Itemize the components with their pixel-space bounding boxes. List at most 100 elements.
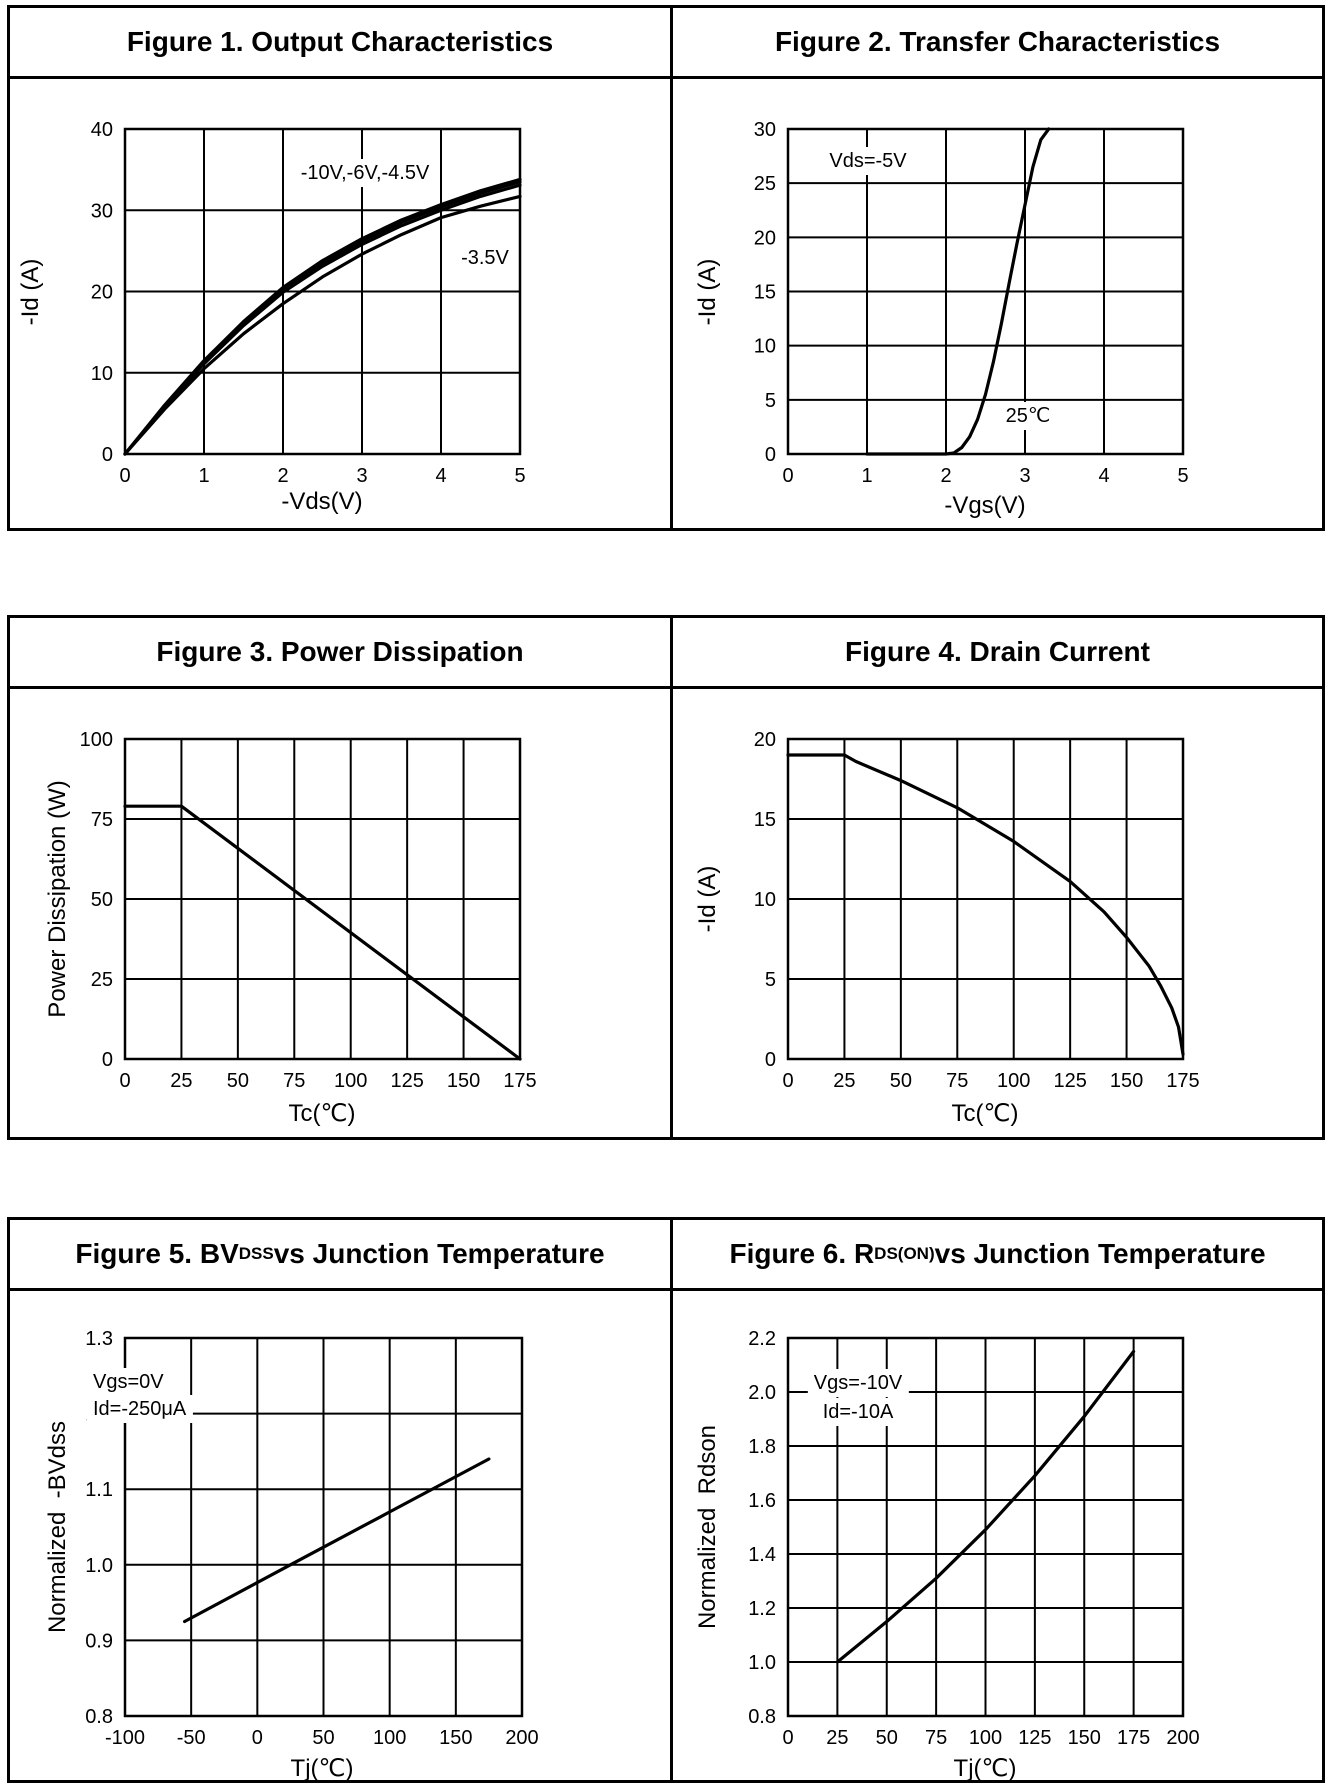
y-tick-label: 1.2 [748, 1598, 776, 1620]
annotation-label: Vgs=0V [93, 1371, 164, 1393]
y-tick-label: 10 [91, 363, 113, 385]
y-tick-label: 20 [91, 282, 113, 304]
y-tick-label: 0 [102, 444, 113, 466]
annotation-backdrop [455, 244, 516, 272]
series-line-45V [123, 183, 522, 456]
y-tick-label: 1.0 [85, 1555, 113, 1577]
y-axis-label: Normalized Rdson [694, 1425, 721, 1629]
y-axis-label: -Id (A) [17, 259, 44, 326]
series-line-0 [835, 1349, 1136, 1664]
x-tick-label: 0 [782, 1070, 793, 1092]
y-tick-label: 30 [754, 119, 776, 141]
y-tick-label: 75 [91, 809, 113, 831]
x-tick-label: 50 [227, 1070, 249, 1092]
x-tick-label: 150 [1110, 1070, 1143, 1092]
y-tick-label: 0 [765, 1049, 776, 1071]
figure-1-title: Figure 1. Output Characteristics [10, 8, 670, 79]
x-tick-label: 175 [1166, 1070, 1199, 1092]
annotation-label: -10V,-6V,-4.5V [301, 162, 430, 184]
y-tick-label: 15 [754, 809, 776, 831]
y-tick-label: 1.4 [748, 1544, 776, 1566]
figure-3-panel: Figure 3. Power Dissipation 0 25 50 75 100 12… [10, 618, 673, 1137]
x-axis-label: Tj(℃) [954, 1755, 1017, 1782]
y-tick-label: 10 [754, 889, 776, 911]
figure-3-title: Figure 3. Power Dissipation [10, 618, 670, 689]
y-tick-label: 25 [91, 969, 113, 991]
x-tick-label: 0 [782, 1727, 793, 1749]
x-axis-label: Tc(℃) [952, 1100, 1019, 1127]
figure-6-title: Figure 6. R DS(ON) vs Junction Temperatur… [673, 1220, 1322, 1291]
annotation-label: Vds=-5V [829, 150, 907, 172]
x-tick-label: 1 [861, 465, 872, 487]
figure-6-panel: Figure 6. R DS(ON) vs Junction Temperatur… [673, 1220, 1322, 1782]
x-tick-label: 125 [1018, 1727, 1051, 1749]
x-tick-label: 125 [1053, 1070, 1086, 1092]
y-tick-label: 1.8 [748, 1436, 776, 1458]
y-tick-label: 1.0 [748, 1652, 776, 1674]
x-tick-label: 100 [997, 1070, 1030, 1092]
figure-4-panel: Figure 4. Drain Current 0 25 50 75 100 125 150… [673, 618, 1322, 1137]
x-tick-label: 2 [277, 465, 288, 487]
series-line-0 [786, 753, 1185, 1056]
y-tick-label: 40 [91, 119, 113, 141]
x-tick-label: 150 [1068, 1727, 1101, 1749]
annotation-label: 25℃ [1006, 405, 1051, 427]
x-tick-label: 3 [356, 465, 367, 487]
x-tick-label: 150 [439, 1727, 472, 1749]
series-line-0 [123, 804, 522, 1061]
y-tick-label: 1.6 [748, 1490, 776, 1512]
x-tick-label: 50 [876, 1727, 898, 1749]
x-tick-label: 1 [198, 465, 209, 487]
series-line-0 [183, 1457, 491, 1624]
y-tick-label: 5 [765, 969, 776, 991]
figure-5-panel: Figure 5. BV DSS vs Junction Temperature … [10, 1220, 673, 1782]
x-tick-label: 100 [334, 1070, 367, 1092]
y-tick-label: 50 [91, 889, 113, 911]
x-tick-label: 200 [505, 1727, 538, 1749]
x-tick-label: 50 [890, 1070, 912, 1092]
y-tick-label: 0.8 [85, 1706, 113, 1728]
x-tick-label: -100 [105, 1727, 145, 1749]
figure-2-chart: 0 1 2 3 4 5 0 5 10 15 20 25 30 -Vgs(V) -Id (A) Vds=-5V 2… [694, 119, 1189, 519]
x-tick-label: 75 [946, 1070, 968, 1092]
y-tick-label: 20 [754, 729, 776, 751]
plot-frame [123, 1336, 524, 1718]
y-tick-label: 0 [102, 1049, 113, 1071]
annotation-backdrop [87, 1368, 171, 1396]
x-tick-label: 0 [782, 465, 793, 487]
y-axis-label: Normalized -BVdss [44, 1421, 71, 1633]
series-line-10V [123, 177, 522, 456]
annotation-backdrop [816, 1398, 900, 1426]
x-tick-label: 100 [373, 1727, 406, 1749]
x-tick-label: 5 [1177, 465, 1188, 487]
annotation-backdrop [294, 159, 436, 187]
y-axis-label: -Id (A) [694, 259, 721, 326]
x-tick-label: 50 [312, 1727, 334, 1749]
y-tick-label: 1.1 [85, 1479, 113, 1501]
x-axis-label: -Vgs(V) [944, 492, 1025, 519]
y-tick-label: 15 [754, 282, 776, 304]
y-tick-label: 25 [754, 173, 776, 195]
y-tick-label: 10 [754, 336, 776, 358]
figure-row-3: Figure 5. BV DSS vs Junction Temperature … [7, 1217, 1325, 1783]
annotation-label: -3.5V [461, 247, 509, 269]
plot-frame [123, 737, 522, 1061]
series-line-25 [865, 127, 1051, 456]
y-tick-label: 0 [765, 444, 776, 466]
figure-5-title: Figure 5. BV DSS vs Junction Temperature [10, 1220, 670, 1291]
x-tick-label: 100 [969, 1727, 1002, 1749]
x-tick-label: 3 [1019, 465, 1030, 487]
x-axis-label: Tc(℃) [289, 1100, 356, 1127]
y-tick-label: 0.8 [748, 1706, 776, 1728]
x-tick-label: 75 [925, 1727, 947, 1749]
figure-4-chart: 0 25 50 75 100 125 150 175 0 5 10 15 20 Tc(℃) -Id (A) [694, 729, 1200, 1127]
x-tick-label: 0 [119, 465, 130, 487]
series-line-35V [123, 194, 522, 456]
plot-frame [123, 127, 522, 456]
figure-5-chart: -100-500501001502000.80.91.01.11.21.3Tj(… [44, 1328, 539, 1782]
annotation-backdrop [999, 402, 1057, 430]
figure-2-title: Figure 2. Transfer Characteristics [673, 8, 1322, 79]
x-tick-label: 175 [1117, 1727, 1150, 1749]
